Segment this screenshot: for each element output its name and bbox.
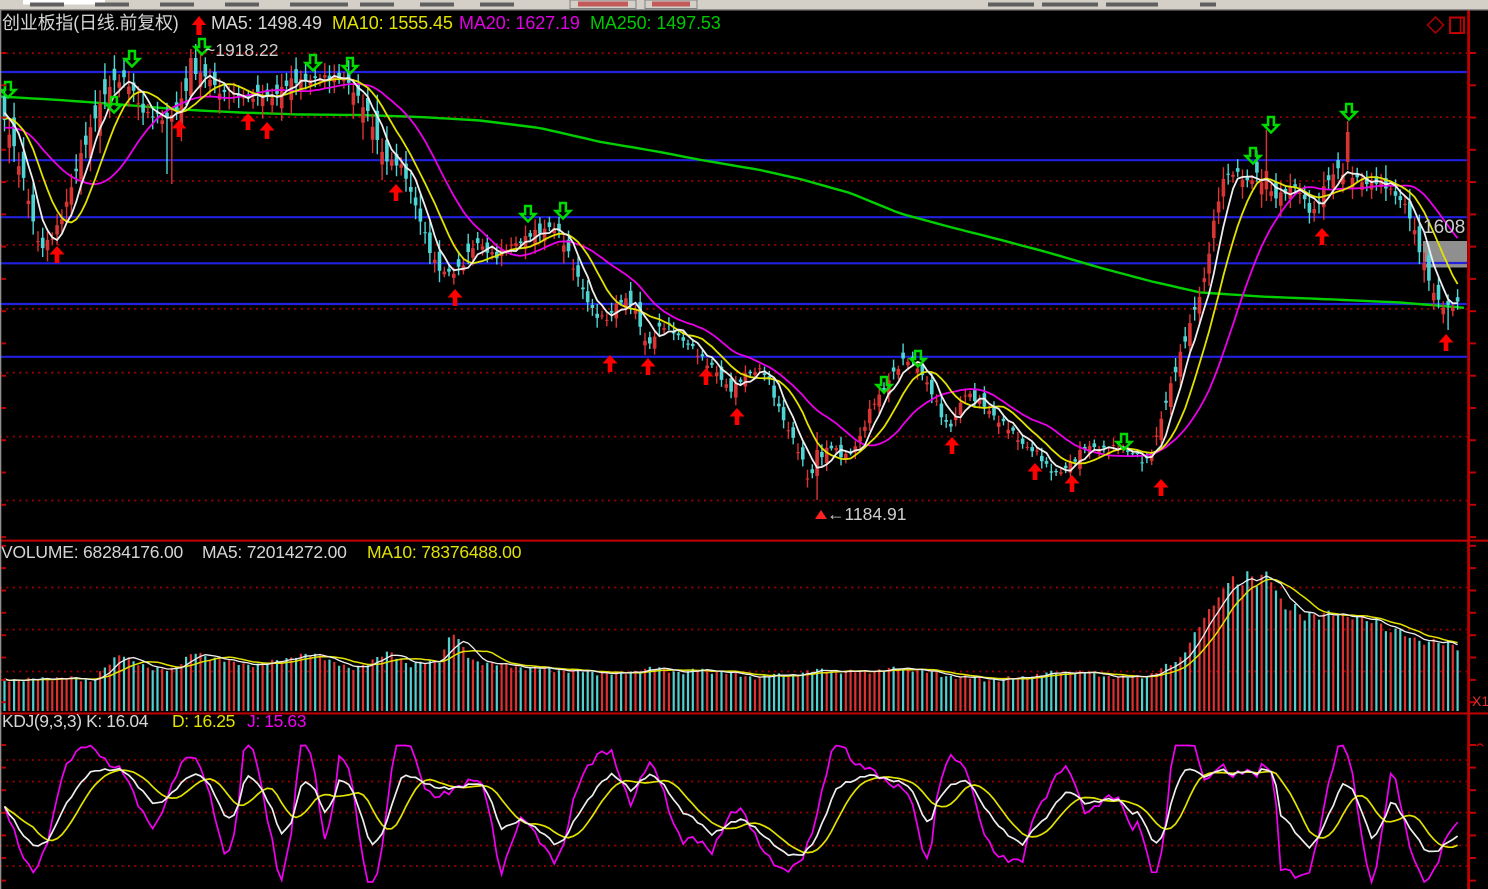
svg-text:KDJ(9,3,3) K: 16.04: KDJ(9,3,3) K: 16.04 [2,711,149,731]
svg-text:MA5: 72014272.00: MA5: 72014272.00 [202,542,347,562]
svg-text:D: 16.25: D: 16.25 [172,711,235,731]
svg-text:创业板指(日线.前复权): 创业板指(日线.前复权) [2,13,179,33]
svg-text:1608: 1608 [1423,217,1465,238]
svg-text:MA5: 1498.49: MA5: 1498.49 [211,13,322,33]
svg-text:MA10: 1555.45: MA10: 1555.45 [332,13,453,33]
svg-text:MA250: 1497.53: MA250: 1497.53 [590,13,721,33]
svg-text:VOLUME: 68284176.00: VOLUME: 68284176.00 [1,542,183,562]
svg-text:←1184.91: ←1184.91 [827,504,906,524]
svg-text:MA20: 1627.19: MA20: 1627.19 [459,13,580,33]
svg-text:J: 15.63: J: 15.63 [247,711,306,731]
svg-text:X1: X1 [1472,693,1488,709]
svg-text:~1918.22: ~1918.22 [205,40,278,60]
svg-text:MA10: 78376488.00: MA10: 78376488.00 [367,542,522,562]
